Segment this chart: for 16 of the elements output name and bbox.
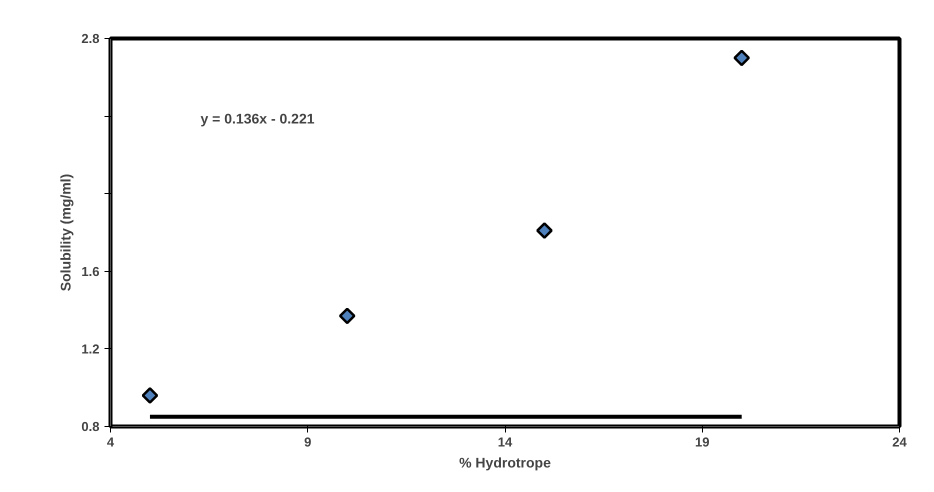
x-tick-label: 4 [106,434,115,450]
x-axis-title: % Hydrotrope [459,454,552,470]
y-axis-title: Solubility (mg/ml) [57,174,74,292]
y-tick-label: 1.6 [81,264,100,279]
annotation: y = 0.136x - 0.221 [200,110,315,126]
x-tick-label: 19 [695,434,710,450]
y-tick-label: 0.8 [81,419,100,434]
point [536,222,553,239]
x-tick-label: 14 [498,434,513,450]
point [142,387,158,404]
x-tick-label: 24 [892,434,908,450]
y-tick-label: 1.2 [81,341,100,356]
point [733,50,750,66]
y-tick-label: 2.8 [81,31,100,46]
x-tick-label: 9 [304,434,312,450]
point [338,308,356,324]
